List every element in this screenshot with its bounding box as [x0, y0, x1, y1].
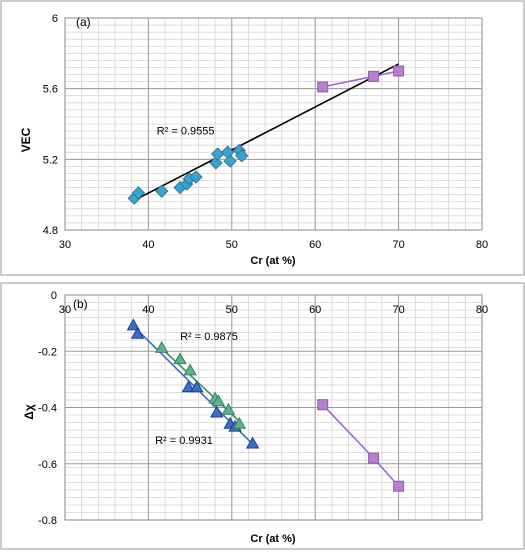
r-squared-annotation: R² = 0.9555 — [157, 126, 215, 138]
data-point-square — [317, 81, 329, 93]
panel-b: 30 40 50 60 70 80 0 -0.2 -0.4 -0.6 -0.8 R² = 0.9875… — [38, 290, 488, 527]
panel-a-label: (a) — [76, 15, 91, 29]
x-tick-label: 70 — [392, 239, 404, 251]
trend-line — [134, 63, 399, 201]
data-point-square — [393, 65, 405, 77]
x-tick-label: 80 — [476, 304, 488, 316]
panel-b-xlabel: Cr (at %) — [250, 533, 296, 545]
y-tick-label: 5.6 — [43, 84, 58, 96]
y-tick-label: 4.8 — [43, 225, 58, 237]
y-tick-label: -0.8 — [38, 515, 57, 527]
data-point-square — [393, 480, 405, 492]
panel-a-ylabel: VEC — [19, 127, 33, 152]
data-point-square — [368, 70, 380, 82]
x-tick-label: 60 — [309, 304, 321, 316]
data-point-triangle — [155, 340, 169, 353]
data-point-triangle — [173, 352, 187, 365]
data-point-triangle — [181, 380, 196, 393]
data-point-triangle — [221, 402, 236, 415]
data-point-diamond — [189, 170, 203, 184]
data-point-square — [317, 399, 329, 411]
data-point-triangle — [245, 436, 260, 449]
y-tick-label: -0.2 — [38, 346, 57, 358]
x-tick-label: 40 — [142, 239, 154, 251]
panel-a-xlabel: Cr (at %) — [250, 255, 296, 267]
data-point-diamond — [235, 149, 249, 163]
r-squared-annotation: R² = 0.9875 — [180, 331, 238, 343]
panel-b-label: (b) — [73, 297, 88, 311]
data-point-diamond — [209, 156, 223, 170]
x-tick-label: 80 — [476, 239, 488, 251]
data-point-triangle — [130, 326, 145, 339]
x-tick-label: 40 — [142, 304, 154, 316]
plot-area-border — [64, 17, 483, 231]
y-tick-label: -0.4 — [38, 403, 57, 415]
data-point-triangle — [190, 380, 204, 393]
x-tick-label: 70 — [392, 304, 404, 316]
y-tick-label: 0 — [51, 290, 57, 302]
panel-b-ylabel: Δχ — [22, 404, 36, 420]
y-tick-label: 6 — [52, 13, 58, 25]
r-squared-annotation: R² = 0.9931 — [155, 435, 213, 447]
data-point-triangle — [126, 318, 141, 331]
x-tick-label: 50 — [226, 239, 238, 251]
x-tick-label: 30 — [59, 239, 71, 251]
x-tick-label: 60 — [309, 239, 321, 251]
x-tick-label: 50 — [226, 304, 238, 316]
x-tick-label: 30 — [59, 304, 71, 316]
data-point-triangle — [232, 416, 247, 429]
y-tick-label: 5.2 — [43, 154, 58, 166]
plot-area-border — [64, 294, 483, 521]
y-tick-label: -0.6 — [38, 459, 57, 471]
data-point-diamond — [223, 154, 237, 168]
data-point-triangle — [183, 363, 197, 376]
data-point-square — [368, 452, 380, 464]
data-point-triangle — [211, 394, 226, 407]
data-point-triangle — [210, 405, 224, 418]
data-point-diamond — [131, 186, 146, 200]
panel-b-border — [0, 282, 525, 550]
data-point-diamond — [155, 184, 169, 198]
panel-a: 30 40 50 60 70 80 4.8 5.2 5.6 6 R² = 0.9555 — [43, 13, 488, 251]
